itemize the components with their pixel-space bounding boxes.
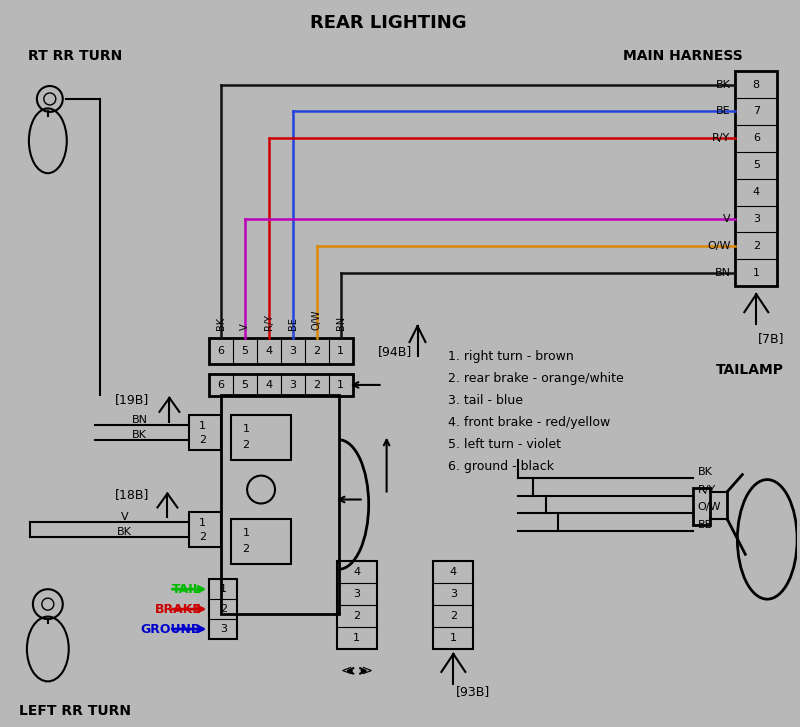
Text: 3: 3 bbox=[290, 346, 297, 356]
Bar bbox=[231, 415, 291, 459]
Text: BE: BE bbox=[716, 106, 730, 116]
Text: V: V bbox=[240, 324, 250, 330]
Text: 3: 3 bbox=[220, 624, 226, 634]
Text: 4: 4 bbox=[266, 380, 273, 390]
Text: 1: 1 bbox=[220, 585, 226, 594]
Text: 1: 1 bbox=[242, 424, 250, 434]
Text: R/Y: R/Y bbox=[712, 133, 730, 143]
Text: 7: 7 bbox=[753, 106, 760, 116]
Text: 2: 2 bbox=[753, 241, 760, 251]
Text: 2: 2 bbox=[353, 611, 360, 621]
Text: [18B]: [18B] bbox=[114, 488, 149, 501]
Text: [7B]: [7B] bbox=[758, 332, 785, 345]
Bar bbox=[210, 374, 353, 396]
Text: O/W: O/W bbox=[707, 241, 730, 251]
Text: 5: 5 bbox=[242, 380, 249, 390]
Text: V: V bbox=[722, 214, 730, 224]
Text: 1. right turn - brown: 1. right turn - brown bbox=[448, 350, 574, 363]
Text: BK: BK bbox=[132, 430, 147, 440]
Text: RT RR TURN: RT RR TURN bbox=[28, 49, 122, 63]
Text: 2: 2 bbox=[198, 532, 206, 542]
Text: BN: BN bbox=[714, 268, 730, 278]
Text: [94B]: [94B] bbox=[378, 345, 412, 358]
Text: 2: 2 bbox=[242, 440, 250, 450]
Text: 2: 2 bbox=[450, 611, 457, 621]
Text: 2: 2 bbox=[242, 545, 250, 554]
Bar bbox=[434, 561, 474, 649]
Text: R/Y: R/Y bbox=[264, 314, 274, 330]
Text: V: V bbox=[121, 513, 128, 523]
Text: 4: 4 bbox=[753, 187, 760, 197]
Text: 1: 1 bbox=[198, 518, 206, 529]
Text: 5: 5 bbox=[242, 346, 249, 356]
Text: REAR LIGHTING: REAR LIGHTING bbox=[310, 15, 467, 32]
Bar bbox=[337, 561, 377, 649]
Text: 4: 4 bbox=[353, 567, 360, 577]
Text: R/Y: R/Y bbox=[698, 485, 716, 494]
Bar bbox=[190, 415, 222, 450]
Text: 2. rear brake - orange/white: 2. rear brake - orange/white bbox=[448, 372, 624, 385]
Bar bbox=[231, 519, 291, 564]
Text: BK: BK bbox=[698, 467, 712, 477]
Text: 6. ground - black: 6. ground - black bbox=[448, 459, 554, 473]
Text: [19B]: [19B] bbox=[114, 393, 149, 406]
Text: 1: 1 bbox=[338, 346, 344, 356]
Text: 4. front brake - red/yellow: 4. front brake - red/yellow bbox=[448, 416, 610, 429]
Bar bbox=[190, 513, 222, 547]
Text: BN: BN bbox=[131, 415, 147, 425]
Text: 2: 2 bbox=[314, 380, 321, 390]
Text: 3. tail - blue: 3. tail - blue bbox=[448, 394, 523, 407]
Text: 3: 3 bbox=[290, 380, 297, 390]
Text: 2: 2 bbox=[314, 346, 321, 356]
Text: 1: 1 bbox=[242, 529, 250, 539]
Text: TAILAMP: TAILAMP bbox=[715, 363, 783, 377]
Text: 1: 1 bbox=[338, 380, 344, 390]
Text: BK: BK bbox=[117, 527, 132, 537]
Text: 8: 8 bbox=[753, 79, 760, 89]
Text: 4: 4 bbox=[450, 567, 457, 577]
Text: <  >: < > bbox=[341, 664, 373, 678]
Text: 1: 1 bbox=[198, 421, 206, 431]
Text: 2: 2 bbox=[198, 435, 206, 445]
Text: 1: 1 bbox=[450, 633, 457, 643]
Text: BE: BE bbox=[288, 317, 298, 330]
Text: O/W: O/W bbox=[698, 502, 721, 513]
Text: 2: 2 bbox=[220, 604, 226, 614]
Text: [93B]: [93B] bbox=[456, 686, 490, 699]
Text: O/W: O/W bbox=[312, 310, 322, 330]
Text: BN: BN bbox=[336, 316, 346, 330]
Text: 3: 3 bbox=[753, 214, 760, 224]
Bar bbox=[210, 579, 237, 639]
Bar bbox=[210, 338, 353, 364]
Text: 4: 4 bbox=[266, 346, 273, 356]
Text: 5. left turn - violet: 5. left turn - violet bbox=[448, 438, 562, 451]
Bar bbox=[222, 395, 338, 614]
Bar bbox=[693, 488, 710, 526]
Text: 1: 1 bbox=[354, 633, 360, 643]
Text: 5: 5 bbox=[753, 160, 760, 170]
Text: 6: 6 bbox=[218, 380, 225, 390]
Text: GROUND: GROUND bbox=[140, 622, 202, 635]
Text: BE: BE bbox=[698, 521, 712, 531]
Text: BK: BK bbox=[216, 317, 226, 330]
Text: 6: 6 bbox=[218, 346, 225, 356]
Text: TAIL: TAIL bbox=[171, 582, 202, 595]
Text: MAIN HARNESS: MAIN HARNESS bbox=[622, 49, 742, 63]
Text: BRAKE: BRAKE bbox=[154, 603, 202, 616]
Text: BK: BK bbox=[715, 79, 730, 89]
Text: 3: 3 bbox=[354, 589, 360, 599]
Text: 3: 3 bbox=[450, 589, 457, 599]
Text: LEFT RR TURN: LEFT RR TURN bbox=[18, 704, 130, 718]
Text: 6: 6 bbox=[753, 133, 760, 143]
Bar bbox=[735, 71, 778, 286]
Text: 1: 1 bbox=[753, 268, 760, 278]
